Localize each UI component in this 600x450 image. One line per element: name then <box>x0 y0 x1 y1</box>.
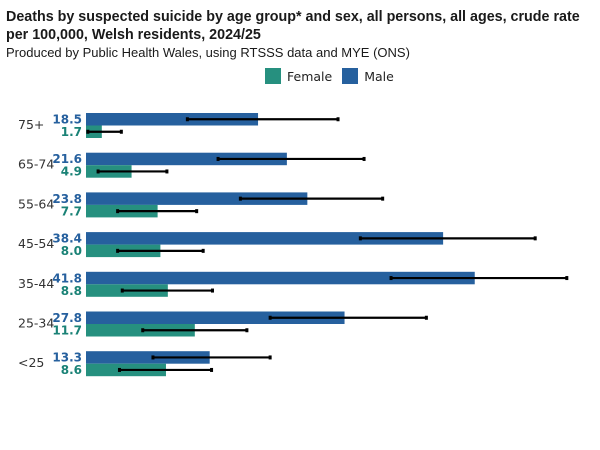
errorbar-cap-high-male-under-25 <box>268 355 272 360</box>
value-label-male-under-25: 13.3 <box>52 351 82 365</box>
value-label-female-35-44: 8.8 <box>61 284 82 298</box>
bar-male-55-64 <box>86 192 308 205</box>
errorbar-cap-high-male-65-74 <box>362 156 366 161</box>
value-label-male-65-74: 21.6 <box>52 152 82 166</box>
legend-label-female: Female <box>287 68 333 84</box>
errorbar-cap-high-female-25-34 <box>245 328 249 333</box>
errorbar-cap-low-female-45-54 <box>116 248 120 253</box>
value-label-female-75-plus: 1.7 <box>61 125 82 139</box>
errorbar-cap-low-female-65-74 <box>96 169 100 174</box>
category-label-55-64: 55-64 <box>18 196 54 211</box>
category-label-35-44: 35-44 <box>18 276 54 291</box>
errorbar-cap-low-female-under-25 <box>117 367 121 372</box>
value-label-female-under-25: 8.6 <box>61 363 82 377</box>
errorbar-cap-high-female-45-54 <box>201 248 205 253</box>
errorbar-cap-high-female-55-64 <box>195 209 199 214</box>
bar-male-65-74 <box>86 152 287 166</box>
errorbar-cap-high-male-55-64 <box>381 196 385 201</box>
bar-male-25-34 <box>86 311 345 324</box>
value-label-female-45-54: 8.0 <box>61 244 82 258</box>
bar-male-75-plus <box>86 113 259 126</box>
value-label-female-55-64: 7.7 <box>61 204 82 218</box>
legend-item-female[interactable]: Female <box>265 68 332 84</box>
bar-male-35-44 <box>86 271 475 285</box>
errorbar-cap-high-female-75-plus <box>119 129 123 134</box>
errorbar-cap-high-female-35-44 <box>210 288 214 293</box>
errorbar-cap-low-male-65-74 <box>216 156 220 161</box>
category-label-25-34: 25-34 <box>18 316 54 331</box>
legend-item-male[interactable]: Male <box>342 68 394 84</box>
errorbar-cap-low-male-35-44 <box>389 276 393 281</box>
value-label-male-75-plus: 18.5 <box>52 113 82 127</box>
errorbar-cap-low-male-45-54 <box>358 236 362 241</box>
category-label-65-74: 65-74 <box>18 157 54 172</box>
value-label-female-25-34: 11.7 <box>52 324 82 338</box>
value-label-male-35-44: 41.8 <box>52 271 82 285</box>
category-label-75-plus: 75+ <box>18 117 44 132</box>
errorbar-cap-low-female-55-64 <box>116 209 120 214</box>
legend-swatch-female <box>265 68 281 84</box>
errorbar-cap-high-male-75-plus <box>336 117 340 122</box>
legend: Female Male <box>265 67 394 85</box>
chart-subtitle: Produced by Public Health Wales, using R… <box>6 45 410 60</box>
errorbar-cap-high-male-25-34 <box>424 315 428 320</box>
errorbar-cap-low-male-55-64 <box>238 196 242 201</box>
bar-male-under-25 <box>86 351 210 364</box>
bar-male-45-54 <box>86 232 444 245</box>
errorbar-cap-high-female-under-25 <box>210 367 214 372</box>
errorbar-cap-low-male-75-plus <box>185 117 189 122</box>
errorbar-cap-high-male-45-54 <box>533 236 537 241</box>
value-label-male-55-64: 23.8 <box>52 192 82 206</box>
category-label-under-25: <25 <box>18 355 44 370</box>
chart-title: Deaths by suspected suicide by age group… <box>6 9 580 43</box>
errorbar-cap-low-male-25-34 <box>268 315 272 320</box>
value-label-male-45-54: 38.4 <box>52 232 82 246</box>
legend-swatch-male <box>342 68 359 84</box>
value-label-male-25-34: 27.8 <box>52 311 82 325</box>
value-label-female-65-74: 4.9 <box>61 165 82 179</box>
legend-label-male: Male <box>364 68 394 84</box>
errorbar-cap-high-male-35-44 <box>565 276 569 281</box>
errorbar-cap-low-male-under-25 <box>151 355 155 360</box>
bar-female-25-34 <box>86 324 195 337</box>
category-label-45-54: 45-54 <box>18 236 54 251</box>
errorbar-cap-low-female-35-44 <box>120 288 124 293</box>
errorbar-cap-low-female-75-plus <box>86 129 90 134</box>
errorbar-cap-low-female-25-34 <box>141 328 145 333</box>
errorbar-cap-high-female-65-74 <box>165 169 169 174</box>
